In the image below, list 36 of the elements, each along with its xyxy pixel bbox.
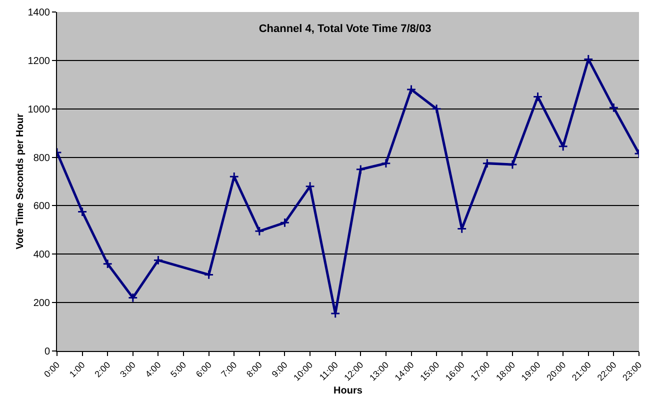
point: [77, 206, 88, 217]
y-tick-label: 1000: [28, 104, 50, 116]
point: [254, 226, 264, 236]
x-tick-label: 5:00: [168, 360, 188, 380]
y-axis-title: Vote Time Seconds per Hour: [14, 114, 26, 250]
y-tick-label: 600: [33, 201, 50, 212]
y-tick-label: 1400: [28, 8, 50, 18]
point: [305, 181, 315, 192]
point: [583, 54, 594, 64]
x-tick-label: 0:00: [42, 360, 62, 380]
point: [229, 172, 240, 182]
y-tick-label: 0: [44, 346, 50, 358]
y-tick-label: 400: [33, 250, 50, 261]
point: [153, 255, 164, 266]
x-tick-label: 3:00: [118, 360, 138, 380]
point: [406, 84, 416, 94]
y-tick-label: 1200: [28, 56, 50, 67]
point: [532, 92, 543, 102]
x-tick-label: 9:00: [270, 360, 290, 380]
point: [204, 270, 214, 280]
point: [558, 141, 568, 152]
x-axis-title: Hours: [334, 385, 363, 396]
y-tick-label: 200: [33, 298, 50, 310]
y-tick-label: 800: [33, 152, 50, 164]
point: [102, 258, 113, 269]
x-tick-label: 8:00: [244, 360, 264, 380]
point: [608, 102, 619, 113]
point: [128, 292, 138, 303]
point: [381, 158, 391, 168]
point: [356, 164, 366, 174]
x-tick-label: 4:00: [143, 360, 163, 380]
x-tick-label: 7:00: [219, 360, 239, 380]
x-tick-label: 6:00: [194, 360, 214, 380]
point: [432, 104, 442, 114]
point: [280, 218, 290, 228]
text: Channel 4, Total Vote Time 7/8/03: [258, 22, 432, 35]
